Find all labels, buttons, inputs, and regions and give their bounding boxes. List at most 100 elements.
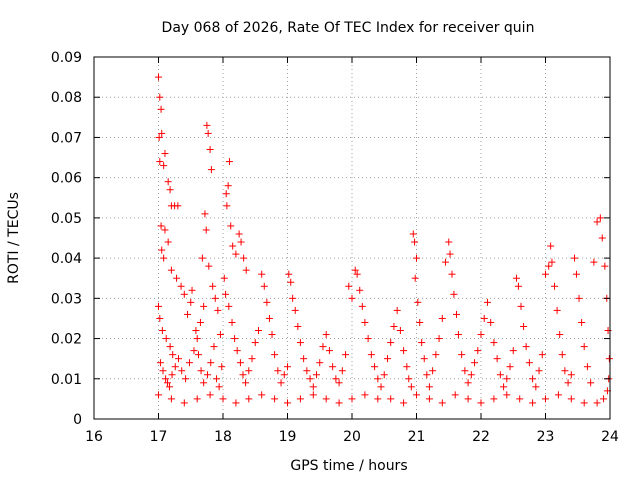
data-point-marker — [169, 351, 177, 359]
data-point-marker — [411, 274, 419, 282]
data-point-marker — [464, 395, 472, 403]
data-point-marker — [245, 367, 253, 375]
data-point-marker — [171, 363, 179, 371]
data-point-marker — [263, 298, 271, 306]
data-point-marker — [174, 202, 182, 210]
data-point-marker — [351, 266, 359, 274]
data-point-marker — [387, 395, 395, 403]
data-point-marker — [166, 343, 174, 351]
data-point-marker — [506, 363, 514, 371]
data-point-marker — [601, 262, 609, 270]
data-point-marker — [348, 395, 356, 403]
data-point-marker — [193, 395, 201, 403]
data-point-marker — [184, 310, 192, 318]
y-tick-label: 0.05 — [51, 211, 82, 227]
data-point-marker — [296, 339, 304, 347]
data-point-marker — [425, 383, 433, 391]
data-point-marker — [214, 306, 222, 314]
data-point-marker — [158, 327, 166, 335]
data-point-marker — [166, 186, 174, 194]
data-point-marker — [532, 383, 540, 391]
x-axis-label: GPS time / hours — [290, 458, 407, 474]
data-point-marker — [155, 73, 162, 81]
data-point-marker — [509, 347, 517, 355]
data-point-marker — [358, 302, 366, 310]
y-tick-label: 0.04 — [51, 251, 82, 267]
data-point-marker — [180, 290, 188, 298]
data-point-marker — [303, 367, 311, 375]
data-point-marker — [345, 282, 353, 290]
data-point-marker — [157, 222, 165, 230]
data-point-marker — [335, 399, 343, 407]
data-point-marker — [593, 218, 601, 226]
data-point-marker — [593, 399, 601, 407]
data-point-marker — [490, 395, 498, 403]
y-tick-label: 0.02 — [51, 332, 82, 348]
data-point-marker — [423, 371, 431, 379]
data-point-marker — [445, 238, 453, 246]
data-point-marker — [294, 322, 302, 330]
data-point-marker — [329, 363, 337, 371]
data-point-marker — [600, 395, 608, 403]
data-point-marker — [158, 246, 166, 254]
data-point-marker — [268, 331, 276, 339]
data-point-marker — [232, 250, 240, 258]
data-point-marker — [207, 166, 215, 174]
data-point-marker — [162, 375, 170, 383]
data-point-marker — [157, 105, 165, 113]
data-point-marker — [496, 371, 504, 379]
data-point-marker — [409, 230, 417, 238]
data-point-marker — [316, 359, 324, 367]
data-point-marker — [374, 395, 382, 403]
data-point-marker — [348, 294, 356, 302]
data-point-marker — [480, 314, 488, 322]
x-tick-label: 18 — [214, 429, 232, 445]
data-point-marker — [165, 383, 173, 391]
data-point-marker — [493, 355, 501, 363]
x-tick-label: 19 — [279, 429, 297, 445]
data-point-marker — [371, 363, 379, 371]
data-point-marker — [200, 379, 208, 387]
data-point-marker — [356, 286, 364, 294]
data-point-marker — [168, 371, 176, 379]
data-point-marker — [274, 367, 282, 375]
data-point-marker — [218, 363, 226, 371]
data-point-marker — [529, 375, 537, 383]
data-point-marker — [487, 318, 495, 326]
data-point-marker — [309, 391, 317, 399]
x-tick-label: 21 — [408, 429, 426, 445]
data-point-marker — [503, 391, 511, 399]
data-point-marker — [188, 286, 196, 294]
y-tick-label: 0.09 — [51, 50, 82, 66]
data-point-marker — [464, 379, 472, 387]
data-point-marker — [258, 270, 266, 278]
data-point-marker — [545, 262, 553, 270]
data-point-marker — [213, 375, 221, 383]
data-point-marker — [200, 302, 208, 310]
data-point-marker — [522, 343, 530, 351]
data-point-marker — [575, 294, 583, 302]
data-point-marker — [583, 363, 591, 371]
data-point-marker — [287, 278, 295, 286]
data-point-marker — [204, 371, 212, 379]
data-point-marker — [322, 395, 330, 403]
data-point-marker — [251, 339, 259, 347]
data-point-marker — [300, 355, 308, 363]
data-point-marker — [567, 371, 575, 379]
data-point-marker — [219, 395, 227, 403]
data-point-marker — [180, 399, 188, 407]
data-point-marker — [284, 363, 291, 371]
data-point-marker — [529, 399, 537, 407]
data-point-marker — [240, 254, 248, 262]
data-point-marker — [393, 306, 401, 314]
data-point-marker — [361, 391, 369, 399]
data-point-marker — [182, 375, 190, 383]
data-point-marker — [387, 339, 395, 347]
data-point-marker — [474, 347, 482, 355]
data-point-marker — [425, 395, 433, 403]
data-point-marker — [548, 258, 556, 266]
data-point-marker — [237, 238, 245, 246]
data-point-marker — [239, 371, 247, 379]
x-tick-label: 16 — [85, 429, 103, 445]
